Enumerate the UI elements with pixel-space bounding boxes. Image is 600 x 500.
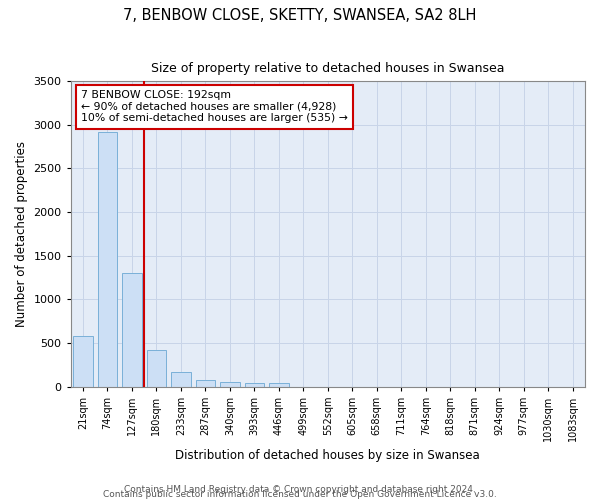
Bar [171,372,191,387]
Text: Contains HM Land Registry data © Crown copyright and database right 2024.: Contains HM Land Registry data © Crown c… [124,484,476,494]
Y-axis label: Number of detached properties: Number of detached properties [15,141,28,327]
Bar [73,336,93,387]
Bar [196,380,215,387]
Text: 7 BENBOW CLOSE: 192sqm
← 90% of detached houses are smaller (4,928)
10% of semi-: 7 BENBOW CLOSE: 192sqm ← 90% of detached… [81,90,348,123]
Bar [220,382,239,387]
Bar [269,382,289,387]
Text: Contains public sector information licensed under the Open Government Licence v3: Contains public sector information licen… [103,490,497,499]
Title: Size of property relative to detached houses in Swansea: Size of property relative to detached ho… [151,62,505,76]
X-axis label: Distribution of detached houses by size in Swansea: Distribution of detached houses by size … [175,450,480,462]
Bar [98,132,117,387]
Bar [146,350,166,387]
Bar [245,383,264,387]
Text: 7, BENBOW CLOSE, SKETTY, SWANSEA, SA2 8LH: 7, BENBOW CLOSE, SKETTY, SWANSEA, SA2 8L… [124,8,476,22]
Bar [122,273,142,387]
